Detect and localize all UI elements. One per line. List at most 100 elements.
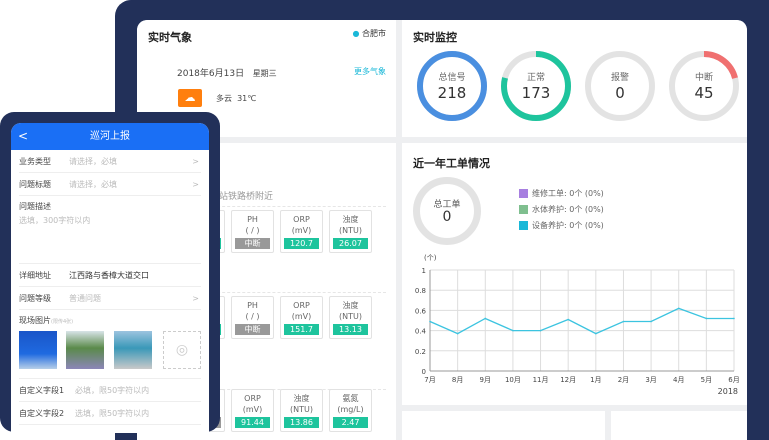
data-point [650,320,652,323]
back-icon[interactable]: < [18,129,29,143]
sensor-value: 13.86 [284,417,319,428]
monitor-ring-0[interactable]: 总信号 218 [416,50,488,122]
sensor-name: ORP [293,215,310,224]
x-tick-label: 2月 [618,376,629,384]
sensor-unit: (NTU) [339,312,362,321]
sensor-value: 13.13 [333,324,368,335]
sensor-box[interactable]: 浊度 (NTU) 13.13 [329,296,372,339]
ring-value: 0 [615,84,625,102]
sensor-box[interactable]: ORP (mV) 151.7 [280,296,323,339]
sensor-box[interactable]: PH ( / ) 中断 [231,296,274,339]
business-type-field[interactable]: 业务类型 请选择，必填 > [19,150,201,173]
sensor-name: 浊度 [342,215,359,224]
ring-label: 总信号 [438,73,466,83]
x-tick-label: 4月 [673,376,684,384]
weekday: 星期三 [252,69,277,78]
data-point [539,329,542,332]
phone-header: < 巡河上报 [11,123,209,150]
legend-item: 水体养护: 0个 (0%) [519,204,604,215]
field-label: 业务类型 [19,157,51,166]
issue-title-field[interactable]: 问题标题 请选择，必填 > [19,173,201,196]
total-orders-ring: 总工单 0 [413,177,481,245]
field-label: 问题等级 [19,294,51,303]
legend-swatch [519,205,528,214]
weather-title: 实时气象 [148,31,192,44]
field-placeholder: 选填，300字符以内 [19,216,91,225]
more-weather-link[interactable]: 更多气象 [354,67,386,76]
sensor-box[interactable]: ORP (mV) 120.7 [280,210,323,253]
sensor-box[interactable]: 浊度 (NTU) 13.86 [280,389,323,432]
station-title: 桥附近 [192,275,386,293]
data-point [595,332,597,335]
sensor-box[interactable]: ORP (mV) 91.44 [231,389,274,432]
monitor-ring-2[interactable]: 报警 0 [584,50,656,122]
custom-field-2[interactable]: 自定义字段2 选填，限50字符以内 [19,402,201,425]
photo-thumbnail[interactable] [19,331,57,369]
field-value: 江西路与香樟大道交口 [69,271,149,280]
photo-thumbnail[interactable] [66,331,104,369]
monitor-ring-1[interactable]: 正常 173 [500,50,572,122]
sensor-name: 浊度 [342,301,359,310]
ring-fill [417,51,487,121]
y-tick-label: 0.8 [415,287,426,295]
series-line [429,307,734,335]
sensor-value: 151.7 [284,324,319,335]
data-point [677,307,680,310]
legend-swatch [519,221,528,230]
legend-item: 维修工单: 0个 (0%) [519,188,604,199]
monitor-title: 实时监控 [413,31,457,44]
weather-condition: 多云 [216,94,232,103]
y-tick-label: 0 [422,368,426,376]
sensor-name: 氨氮 [342,394,359,403]
total-orders-value: 0 [442,209,452,225]
sensor-box[interactable]: 浊度 (NTU) 26.07 [329,210,372,253]
sensor-unit: ( / ) [245,312,260,321]
y-tick-label: 0.2 [415,348,426,356]
sensor-unit: (mV) [291,226,312,235]
description-field[interactable]: 问题描述 选填，300字符以内 [19,196,201,264]
custom-field-1[interactable]: 自定义字段1 必填，限50字符以内 [19,379,201,402]
sensor-name: PH [247,215,258,224]
bottom-card-right [611,411,747,440]
monitor-ring-3[interactable]: 中断 45 [668,50,740,122]
sensor-box[interactable]: 氨氮 (mg/L) 2.47 [329,389,372,432]
camera-add-photo-icon[interactable]: ◎ [163,331,201,369]
year-label: 2018 [718,387,738,396]
field-placeholder: 必填，限50字符以内 [75,386,150,395]
y-tick-label: 0.4 [415,328,427,336]
sensor-name: ORP [244,394,261,403]
data-point [484,317,487,320]
sensor-value: 2.47 [333,417,368,428]
sensor-name: 浊度 [293,394,310,403]
ring-value: 218 [437,84,467,102]
data-point [622,320,625,323]
legend-item: 设备养护: 0个 (0%) [519,220,604,231]
level-field[interactable]: 问题等级 普通问题 > [19,287,201,310]
field-label: 自定义字段1 [19,386,65,395]
partly-cloudy-icon: ☁ [178,89,202,107]
field-label: 自定义字段2 [19,409,65,418]
x-tick-label: 10月 [505,376,521,384]
sensor-unit: (NTU) [339,226,362,235]
ring-value: 173 [521,84,551,102]
field-placeholder: 请选择，必填 [69,180,117,189]
x-tick-label: 6月 [728,376,739,384]
field-label: 问题标题 [19,180,51,189]
sensor-unit: (mg/L) [337,405,364,414]
location-pin-icon: ● [352,29,360,38]
city-selector[interactable]: ● 合肥市 [352,28,386,39]
address-field[interactable]: 详细地址 江西路与香樟大道交口 [19,264,201,287]
sensor-unit: (mV) [291,312,312,321]
ring-track [585,51,655,121]
photo-thumbnail[interactable] [114,331,152,369]
data-point [733,317,735,320]
sensor-box[interactable]: PH ( / ) 中断 [231,210,274,253]
orders-title: 近一年工单情况 [413,157,490,170]
ring-fill [501,51,571,121]
phone-frame: < 巡河上报 业务类型 请选择，必填 > 问题标题 请选择，必填 > 问题描述 选填，3… [0,112,220,433]
phone-title: 巡河上报 [90,131,130,142]
sensor-value: 91.44 [235,417,270,428]
data-point [512,329,514,332]
field-label: 详细地址 [19,271,51,280]
station-title: 河处理站铁路桥附近 [192,189,386,207]
